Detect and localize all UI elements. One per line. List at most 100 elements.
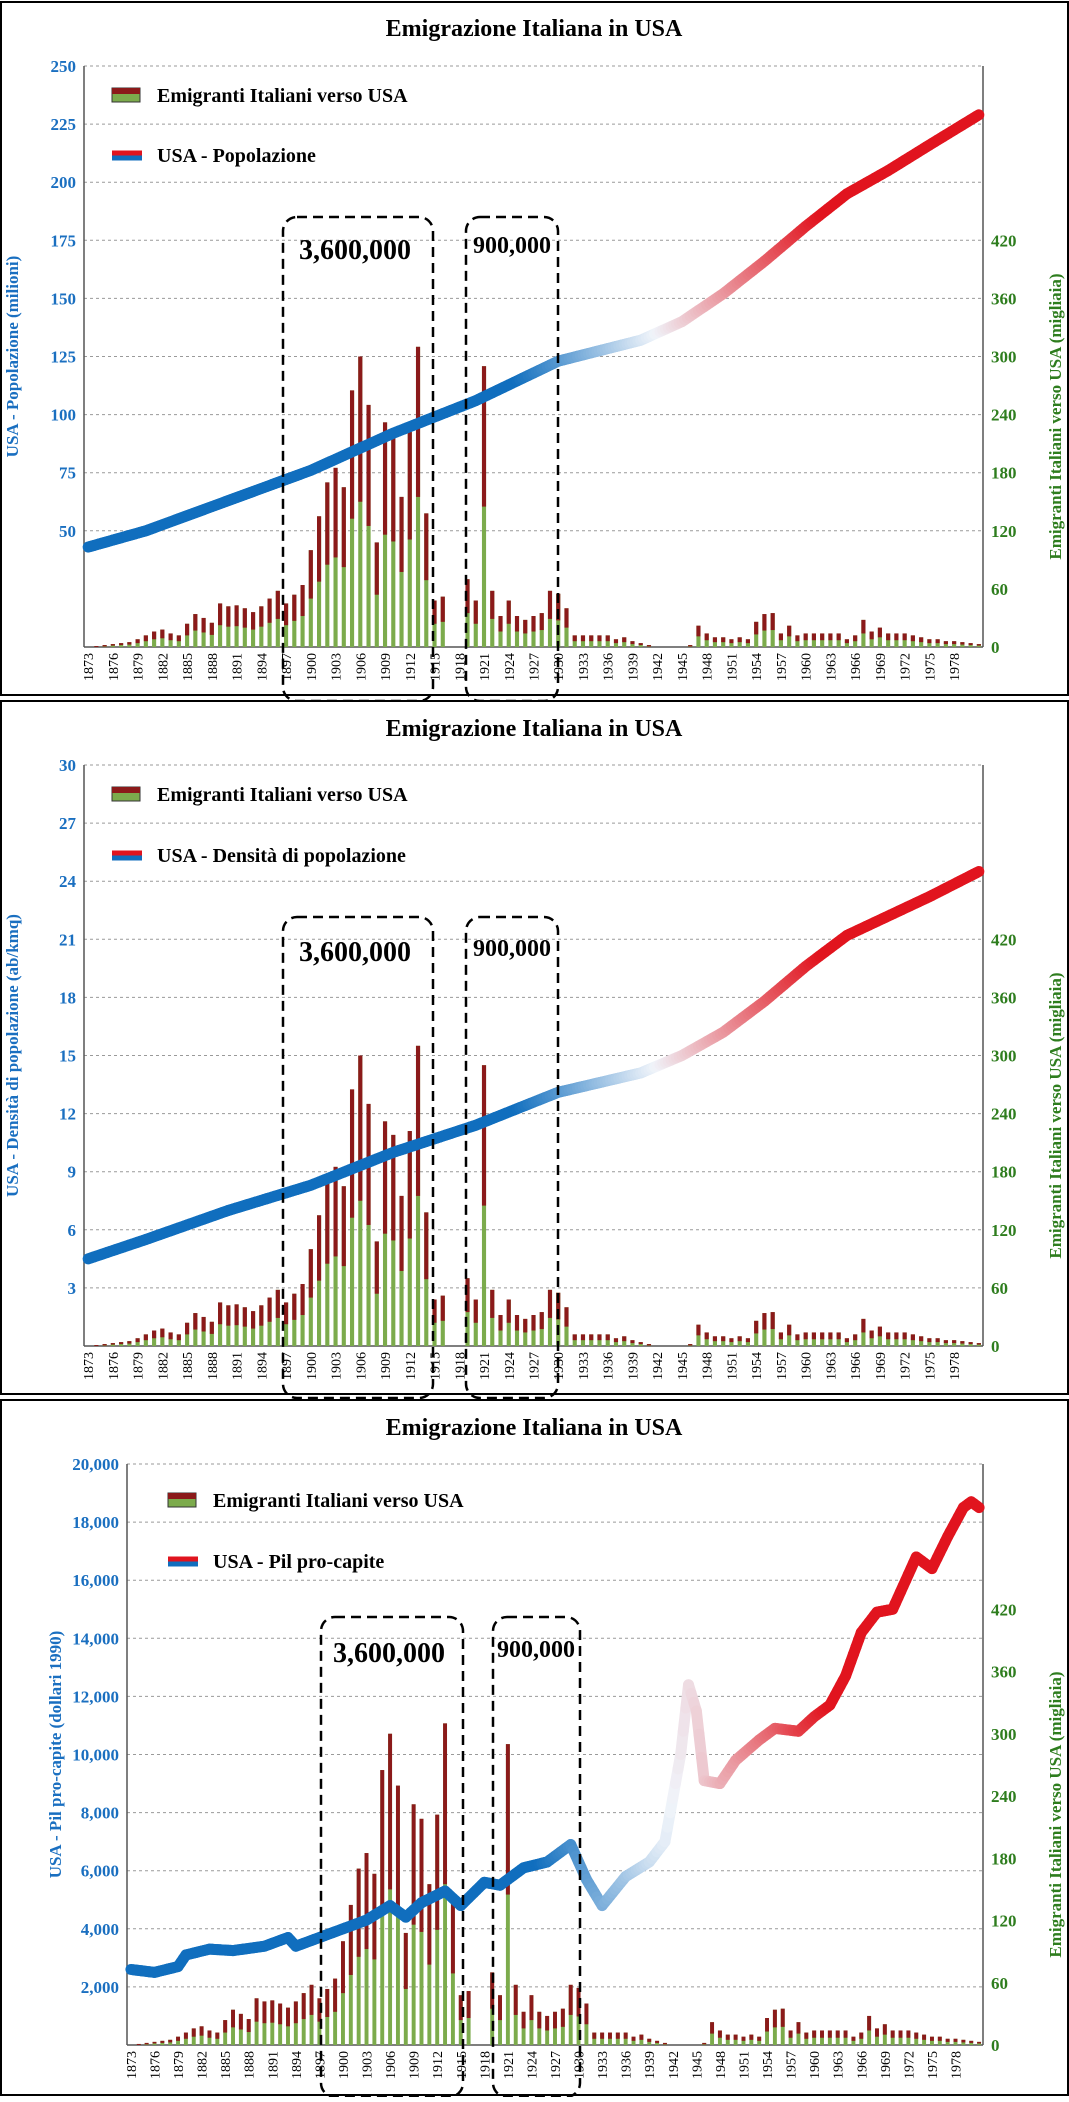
bar-top-1939	[647, 2039, 651, 2042]
legend-label-line: USA - Popolazione	[157, 145, 316, 167]
left-tick-label: 18,000	[72, 1513, 119, 1532]
right-tick-label: 0	[991, 2036, 1000, 2055]
bar-top-1958	[787, 1325, 791, 1336]
bar-top-1980	[969, 1342, 973, 1344]
bar-top-1968	[870, 1331, 874, 1339]
x-tick-label: 1885	[181, 653, 196, 681]
bar-top-1936	[606, 635, 610, 641]
x-tick-label: 1873	[82, 1352, 97, 1380]
bar-top-1978	[952, 641, 956, 644]
bar-top-1900	[309, 1249, 313, 1297]
bar-top-1889	[218, 603, 222, 625]
bar-top-1908	[375, 542, 379, 594]
x-tick-label: 1900	[305, 653, 320, 681]
x-tick-label: 1924	[525, 2051, 540, 2079]
left-axis-label: USA - Densità di popolazione (ab/kmq)	[3, 914, 22, 1197]
bar-top-1974	[922, 2035, 926, 2040]
bar-top-1938	[622, 1336, 626, 1341]
x-tick-label: 1912	[404, 1352, 419, 1380]
bar-top-1897	[284, 603, 288, 625]
left-tick-label: 2,000	[81, 1978, 119, 1997]
bar-top-1961	[820, 2030, 824, 2037]
line-segment	[976, 115, 979, 117]
bar-top-1964	[837, 1332, 841, 1339]
bar-top-1958	[796, 2022, 800, 2033]
x-tick-label: 1891	[231, 653, 246, 681]
left-axis-label: USA - Pil pro-capite (dollari 1990)	[46, 1631, 65, 1879]
right-tick-label: 360	[991, 988, 1017, 1007]
bar-top-1875	[103, 1344, 107, 1346]
x-tick-label: 1963	[832, 2051, 847, 2079]
bar-top-1940	[655, 2041, 659, 2043]
bar-top-1897	[284, 1302, 288, 1324]
bar-top-1893	[286, 2008, 290, 2027]
bar-top-1960	[804, 1332, 808, 1339]
legend-label-bars: Emigranti Italiani verso USA	[213, 1490, 464, 1512]
x-tick-label: 1948	[701, 1352, 716, 1380]
bar-top-1937	[632, 2037, 636, 2041]
bar-top-1965	[851, 2037, 855, 2041]
bar-top-1892	[243, 1307, 247, 1326]
left-tick-label: 21	[59, 930, 76, 949]
x-tick-label: 1924	[503, 653, 518, 681]
bar-top-1906	[358, 357, 362, 502]
bar-top-1903	[365, 1853, 369, 1949]
bar-top-1920	[474, 601, 478, 624]
bar-top-1950	[734, 2035, 738, 2040]
x-tick-label: 1885	[219, 2051, 234, 2079]
bar-top-1955	[762, 614, 766, 630]
right-tick-label: 60	[991, 1974, 1008, 1993]
bar-top-1975	[930, 2037, 934, 2041]
x-tick-label: 1909	[379, 653, 394, 681]
bar-top-1926	[523, 620, 527, 634]
bar-top-1981	[977, 644, 981, 646]
bar-top-1883	[207, 2030, 211, 2037]
left-tick-label: 27	[59, 814, 77, 833]
x-tick-label: 1957	[775, 653, 790, 681]
line-segment	[976, 872, 979, 873]
bar-top-1878	[127, 1341, 131, 1343]
x-tick-label: 1912	[431, 2051, 446, 2079]
x-tick-label: 1975	[923, 653, 938, 681]
bar-top-1920	[474, 1300, 478, 1323]
left-tick-label: 250	[51, 57, 77, 76]
bar-top-1905	[350, 1089, 354, 1217]
bar-top-1972	[903, 633, 907, 640]
bar-top-1913	[416, 1046, 420, 1196]
bar-top-1920	[498, 1995, 502, 2020]
x-tick-label: 1978	[948, 1352, 963, 1380]
right-tick-label: 420	[991, 930, 1017, 949]
x-tick-label: 1927	[528, 1352, 543, 1380]
bar-top-1970	[891, 2030, 895, 2037]
x-tick-label: 1948	[701, 653, 716, 681]
bar-top-1972	[906, 2030, 910, 2037]
x-tick-label: 1945	[676, 653, 691, 681]
bar-top-1921	[482, 366, 486, 506]
x-tick-label: 1975	[923, 1352, 938, 1380]
bar-top-1881	[192, 2028, 196, 2036]
annotation-label: 900,000	[473, 233, 551, 259]
right-tick-label: 300	[991, 1047, 1017, 1066]
bar-top-1891	[270, 2000, 274, 2022]
x-tick-label: 1936	[620, 2051, 635, 2079]
bar-top-1973	[914, 2033, 918, 2039]
x-tick-label: 1900	[305, 1352, 320, 1380]
bar-top-1966	[859, 2033, 863, 2039]
bar-top-1888	[247, 2019, 251, 2032]
bar-top-1956	[771, 1312, 775, 1329]
bar-top-1878	[127, 642, 131, 644]
bar-top-1961	[812, 1332, 816, 1339]
x-tick-label: 1963	[824, 653, 839, 681]
bar-top-1936	[624, 2033, 628, 2039]
left-tick-label: 150	[51, 289, 77, 308]
x-tick-label: 1876	[107, 1352, 122, 1380]
bar-top-1963	[828, 633, 832, 640]
bar-top-1874	[137, 2044, 141, 2045]
bar-top-1937	[614, 639, 618, 643]
x-tick-label: 1879	[132, 653, 147, 681]
left-tick-label: 10,000	[72, 1746, 119, 1765]
bar-top-1916	[467, 1991, 471, 2018]
bar-top-1887	[202, 1317, 206, 1332]
x-tick-label: 1942	[667, 2051, 682, 2079]
bar-top-1899	[301, 585, 305, 616]
